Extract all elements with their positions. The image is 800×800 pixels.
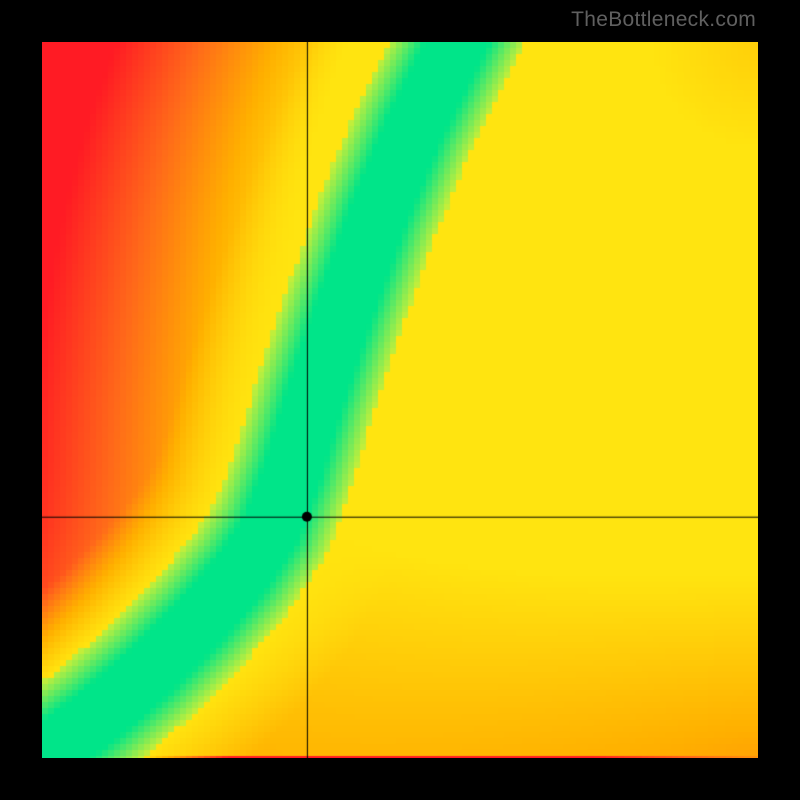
bottleneck-heatmap: [42, 42, 758, 758]
watermark-text: TheBottleneck.com: [571, 8, 756, 32]
